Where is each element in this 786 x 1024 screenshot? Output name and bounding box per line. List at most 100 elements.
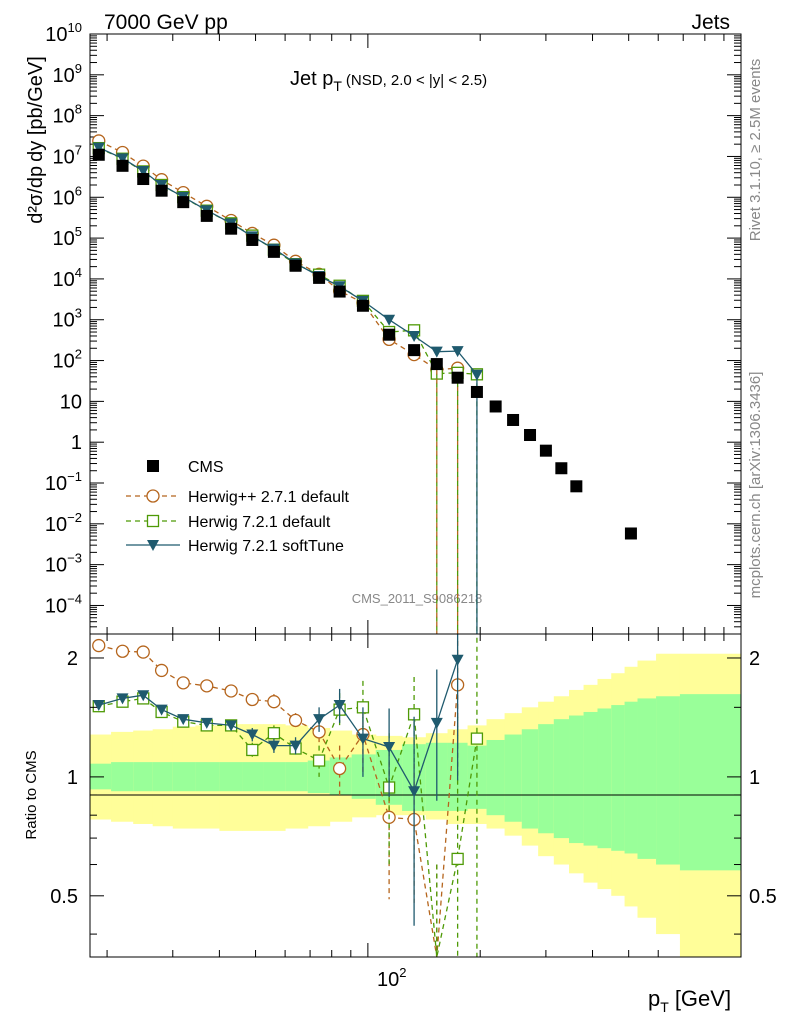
- side-text-bottom: mcplots.cern.ch [arXiv:1306.3436]: [747, 372, 764, 599]
- plot-title: Jet pT (NSD, 2.0 < |y| < 2.5): [290, 68, 487, 94]
- y-tick-label: 109: [53, 61, 82, 87]
- ratio-band-inner: [504, 734, 523, 822]
- herwig721-ratio-point: [246, 743, 259, 757]
- ratio-series: [92, 634, 484, 958]
- x-axis-label: pT [GeV]: [648, 986, 731, 1015]
- softtune-ratio-point: [200, 717, 213, 729]
- cms-point: [246, 233, 259, 246]
- header-right: Jets: [691, 11, 730, 34]
- ratio-band-inner: [583, 711, 599, 846]
- legend-cms-marker: [147, 460, 159, 472]
- cms-point: [225, 222, 238, 235]
- cms-point: [200, 209, 213, 222]
- cms-point: [470, 385, 483, 398]
- legend-label: Herwig 7.2.1 default: [188, 514, 331, 531]
- watermark: CMS_2011_S9086218: [352, 591, 483, 606]
- cms-point: [267, 245, 280, 258]
- softtune-ratio-point: [267, 740, 280, 752]
- softtune-point: [451, 346, 464, 358]
- ratio-band-inner: [553, 719, 570, 839]
- softtune-ratio-point: [92, 700, 105, 712]
- y-tick-label: 10−1: [45, 469, 82, 495]
- cms-point: [539, 444, 552, 457]
- cms-point: [489, 400, 502, 413]
- softtune-ratio-point: [225, 720, 238, 732]
- softtune-ratio-point: [155, 704, 168, 716]
- ratio-band-inner: [285, 762, 309, 792]
- y-tick-label: 10−4: [45, 591, 82, 617]
- cms-point: [430, 358, 443, 371]
- x-tick-label-100: 102: [377, 965, 406, 991]
- y-tick-label: 10−2: [45, 510, 82, 536]
- ratio-band-inner: [172, 762, 196, 792]
- ratio-band-inner: [263, 762, 286, 792]
- ratio-tick-label-left: 0.5: [50, 886, 78, 908]
- herwigpp-ratio-point: [267, 695, 281, 709]
- main-y-ticks: 10−4 10−3 10−2 10−1 1 10 102 103 104 105 106 107 108…: [45, 20, 741, 635]
- y-tick-label: 1: [71, 432, 82, 454]
- herwigpp-line: [98, 140, 458, 371]
- y-tick-label: 102: [53, 347, 82, 373]
- cms-point: [137, 173, 150, 186]
- softtune-point: [116, 153, 129, 165]
- herwigpp-ratio-point: [332, 761, 347, 776]
- cms-point: [524, 429, 537, 442]
- y-tick-label: 103: [53, 306, 82, 332]
- cms-point: [92, 148, 105, 161]
- ratio-band-inner: [351, 754, 377, 799]
- ratio-band-inner: [538, 724, 555, 834]
- y-tick-label: 107: [53, 142, 82, 168]
- softtune-ratio-point: [137, 690, 150, 702]
- herwigpp-ratio-point: [200, 679, 214, 693]
- legend-softtune-marker: [147, 540, 159, 551]
- softtune-ratio-point: [408, 786, 421, 798]
- y-tick-label: 104: [53, 265, 82, 291]
- herwigpp-ratio-point: [224, 684, 238, 698]
- herwigpp-ratio-point: [92, 638, 106, 653]
- herwig721-ratio-point: [312, 754, 326, 767]
- header-left: 7000 GeV pp: [104, 11, 228, 34]
- ratio-y-label: Ratio to CMS: [23, 750, 40, 839]
- ratio-band-inner: [111, 762, 134, 792]
- softtune-point: [408, 330, 421, 342]
- ratio-tick-label-right: 0.5: [749, 886, 777, 908]
- legend-label: Herwig 7.2.1 softTune: [188, 538, 344, 555]
- cms-point: [155, 184, 168, 197]
- ratio-band-inner: [611, 705, 626, 851]
- legend-label: CMS: [188, 459, 224, 476]
- softtune-ratio-point: [246, 729, 259, 741]
- cms-point: [555, 462, 568, 475]
- ratio-band-inner: [219, 762, 243, 792]
- softtune-ratio-point: [430, 717, 443, 729]
- cms-point: [383, 328, 396, 341]
- cms-point: [177, 196, 190, 209]
- ratio-band-inner: [521, 729, 539, 829]
- herwigpp-ratio-point: [115, 644, 130, 658]
- ratio-band-inner: [195, 762, 220, 792]
- side-text-top: Rivet 3.1.10, ≥ 2.5M events: [747, 59, 764, 242]
- ratio-band-inner: [486, 739, 506, 816]
- cms-point: [356, 299, 369, 312]
- legend: CMS Herwig++ 2.7.1 default Herwig 7.2.1 de…: [126, 459, 350, 555]
- ratio-band-inner: [597, 708, 612, 849]
- ratio-band-inner: [656, 696, 681, 865]
- herwig721-line: [98, 147, 477, 375]
- herwigpp-ratio-point: [288, 713, 303, 728]
- y-tick-label: 106: [53, 183, 82, 209]
- ratio-band-inner: [242, 762, 264, 792]
- ratio-panel: 0.5 0.5 1 1 2 2: [50, 633, 777, 958]
- softtune-point: [92, 142, 105, 154]
- ratio-band-inner: [152, 762, 174, 792]
- y-tick-label: 1010: [45, 20, 82, 46]
- softtune-point: [470, 369, 483, 381]
- cms-point: [451, 371, 464, 384]
- ratio-tick-label-right: 1: [749, 767, 760, 789]
- ratio-band-inner: [637, 698, 657, 859]
- cms-point: [507, 413, 520, 426]
- cms-point: [333, 285, 346, 298]
- softtune-ratio-point: [451, 654, 464, 666]
- herwigpp-ratio-point: [136, 645, 150, 659]
- ratio-band-inner: [679, 694, 742, 871]
- softtune-ratio-point: [333, 700, 346, 712]
